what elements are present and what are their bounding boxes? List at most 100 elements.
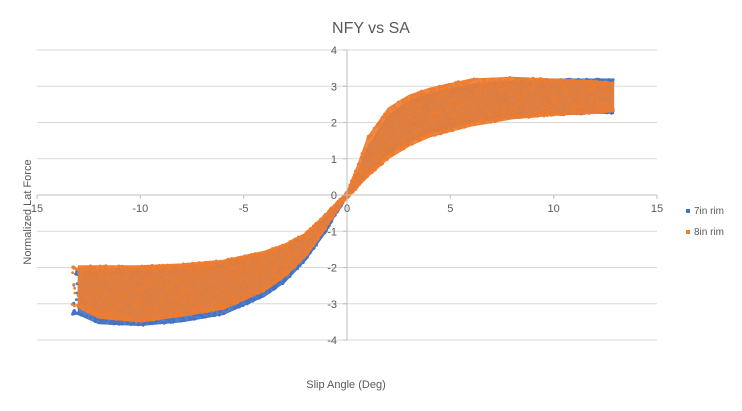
data-point <box>157 317 161 321</box>
data-point <box>257 291 260 295</box>
data-point <box>86 265 89 269</box>
data-point <box>81 270 85 274</box>
data-point <box>109 282 113 285</box>
data-point <box>91 311 95 314</box>
data-point <box>177 266 181 270</box>
data-point <box>133 269 136 272</box>
data-point <box>93 316 97 320</box>
data-point <box>519 97 523 101</box>
data-point <box>169 321 173 324</box>
data-point <box>578 86 582 90</box>
y-tick-label: 0 <box>331 190 337 202</box>
data-point <box>75 267 79 271</box>
data-point <box>512 113 515 117</box>
data-point <box>450 128 454 132</box>
data-point <box>272 282 276 285</box>
data-point <box>271 257 275 261</box>
data-point <box>171 295 175 298</box>
data-point <box>196 303 200 307</box>
data-point <box>136 276 140 280</box>
data-point <box>324 227 327 231</box>
data-point <box>158 278 162 282</box>
data-point <box>229 273 233 277</box>
data-point <box>297 236 300 240</box>
data-point <box>423 92 427 96</box>
data-point <box>499 78 503 82</box>
data-point <box>363 148 366 152</box>
data-point <box>387 111 391 115</box>
data-point <box>246 258 250 262</box>
data-point <box>531 80 534 84</box>
data-point <box>267 262 271 266</box>
data-point <box>438 88 441 91</box>
data-point <box>174 278 178 282</box>
data-point <box>144 280 148 284</box>
data-point <box>141 268 145 271</box>
data-point <box>84 297 87 300</box>
data-point <box>611 81 615 85</box>
data-point <box>274 279 278 282</box>
data-point <box>547 108 551 111</box>
data-point <box>196 301 200 305</box>
data-point <box>181 266 185 270</box>
data-point <box>86 276 90 279</box>
data-point <box>148 281 152 285</box>
data-point <box>427 132 431 135</box>
data-point <box>397 133 401 137</box>
data-point <box>320 232 324 235</box>
data-point <box>319 217 323 221</box>
data-point <box>492 117 496 121</box>
data-point <box>89 264 92 268</box>
data-point <box>150 267 153 270</box>
data-point <box>230 283 233 287</box>
data-point <box>179 287 183 291</box>
data-point <box>298 258 302 262</box>
data-point <box>502 103 506 107</box>
data-point <box>180 276 184 280</box>
data-point <box>89 316 93 319</box>
data-point <box>256 264 259 267</box>
data-point <box>571 81 575 84</box>
data-point <box>218 291 221 294</box>
data-point <box>126 310 130 313</box>
data-point <box>326 222 330 226</box>
data-point <box>445 108 449 112</box>
data-point <box>459 97 462 101</box>
data-point <box>429 88 433 92</box>
data-point <box>606 78 610 82</box>
data-point <box>373 168 377 172</box>
data-point <box>594 107 598 111</box>
data-point <box>223 260 227 264</box>
legend-marker <box>686 230 690 234</box>
data-point <box>75 298 78 301</box>
data-point <box>100 268 103 272</box>
data-point <box>592 84 596 88</box>
data-point <box>555 112 559 115</box>
data-point <box>160 302 164 306</box>
data-point <box>530 103 534 107</box>
data-point <box>349 191 353 195</box>
data-point <box>205 275 209 278</box>
data-point <box>200 308 204 311</box>
data-point <box>278 280 282 284</box>
data-point <box>153 317 157 321</box>
data-point <box>359 169 363 173</box>
data-point <box>367 134 371 138</box>
data-point <box>148 278 152 282</box>
data-point <box>580 90 584 94</box>
data-point <box>190 297 194 300</box>
data-point <box>439 130 442 134</box>
data-point <box>201 311 204 314</box>
data-point <box>456 84 460 88</box>
data-point <box>461 80 465 84</box>
data-point <box>401 112 405 116</box>
axes <box>36 49 658 341</box>
data-point <box>174 263 178 267</box>
data-point <box>125 291 128 294</box>
data-point <box>200 276 203 279</box>
data-point <box>182 284 186 287</box>
data-point <box>418 93 421 97</box>
data-point <box>107 269 111 272</box>
data-point <box>576 106 580 110</box>
